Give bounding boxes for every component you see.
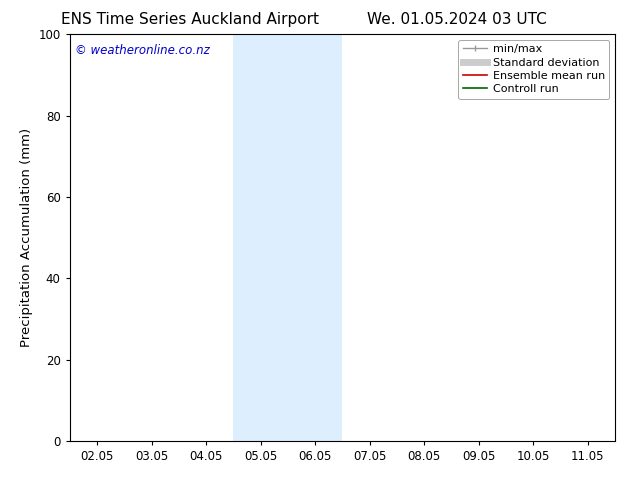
Legend: min/max, Standard deviation, Ensemble mean run, Controll run: min/max, Standard deviation, Ensemble me… <box>458 40 609 99</box>
Text: ENS Time Series Auckland Airport: ENS Time Series Auckland Airport <box>61 12 319 27</box>
Bar <box>615 34 634 441</box>
Bar <box>233 34 342 441</box>
Text: © weatheronline.co.nz: © weatheronline.co.nz <box>75 45 210 57</box>
Text: We. 01.05.2024 03 UTC: We. 01.05.2024 03 UTC <box>366 12 547 27</box>
Y-axis label: Precipitation Accumulation (mm): Precipitation Accumulation (mm) <box>20 128 33 347</box>
